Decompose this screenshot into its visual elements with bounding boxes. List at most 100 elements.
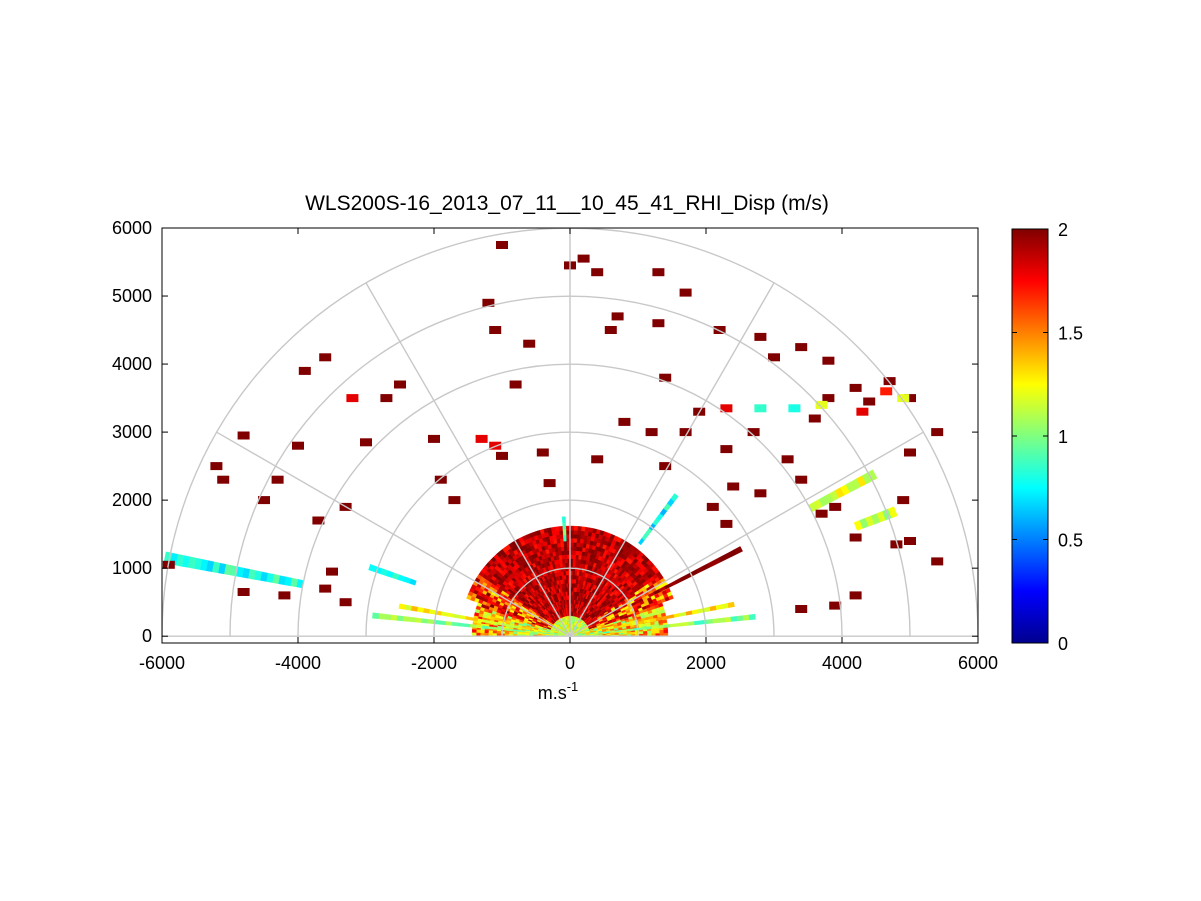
data-cell-scatter — [754, 489, 767, 498]
data-cell-scatter — [754, 404, 767, 413]
data-cell-feature — [404, 604, 412, 611]
data-cell-dense — [488, 630, 493, 634]
colorbar-tick-label: 2 — [1058, 220, 1068, 240]
x-tick-label: 2000 — [686, 653, 726, 673]
data-cell-scatter — [326, 567, 338, 576]
data-cell-scatter — [271, 475, 284, 484]
data-cell-scatter — [509, 380, 522, 389]
data-cell-scatter — [720, 404, 733, 413]
data-cell-scatter — [298, 366, 311, 375]
data-cell-feature — [645, 626, 653, 630]
data-cell-scatter — [768, 353, 780, 362]
data-cell-scatter — [237, 431, 250, 440]
data-cell-scatter — [536, 448, 549, 457]
data-cell-dense — [573, 525, 578, 531]
data-cell-dense — [508, 631, 514, 635]
data-cell-scatter — [795, 475, 808, 484]
data-cell-dense — [504, 631, 510, 635]
data-cell-dense — [471, 629, 477, 634]
data-cell-dense — [580, 526, 586, 532]
x-axis-ticks: -6000 -4000 -2000 0 2000 4000 6000 — [139, 228, 998, 673]
data-cell-feature — [736, 615, 744, 622]
data-cell-scatter — [543, 479, 556, 488]
data-cell-feature — [563, 534, 567, 542]
data-cell-scatter — [931, 557, 944, 566]
data-cell-dense — [554, 526, 560, 532]
data-cell-feature — [439, 620, 447, 626]
x-axis-label: m.s-1 — [538, 679, 579, 703]
data-cell-scatter — [523, 339, 536, 348]
data-cell-dense — [484, 629, 489, 634]
chart-title: WLS200S-16_2013_07_11__10_45_41_RHI_Disp… — [305, 192, 829, 215]
data-cell-scatter — [394, 380, 406, 389]
x-tick-label: -2000 — [411, 653, 457, 673]
data-cell-scatter — [591, 455, 604, 464]
data-cell-feature — [463, 623, 471, 628]
data-cell-feature — [410, 605, 418, 612]
data-cell-feature — [718, 617, 726, 623]
colorbar-ticks: 0 0.5 1 1.5 2 — [1012, 220, 1083, 654]
data-cell-dense — [466, 594, 472, 601]
data-cell-feature — [712, 618, 720, 624]
data-cell-dense — [572, 550, 577, 556]
data-cell-dense — [475, 629, 481, 634]
data-cell-feature — [372, 612, 380, 620]
data-cell-scatter — [822, 394, 835, 403]
data-cell-feature — [420, 618, 428, 624]
data-cell-dense — [573, 529, 578, 535]
data-cell-scatter — [679, 428, 692, 437]
data-layer — [162, 241, 944, 637]
data-cell-dense — [576, 530, 582, 536]
data-cell-scatter — [319, 353, 332, 362]
colorbar-tick-label: 0.5 — [1058, 531, 1083, 551]
data-cell-scatter — [706, 502, 719, 511]
data-cell-scatter — [931, 428, 944, 437]
data-cell-scatter — [849, 383, 862, 392]
data-cell-scatter — [754, 332, 767, 341]
data-cell-feature — [715, 604, 723, 611]
data-cell-feature — [378, 613, 386, 620]
data-cell-dense — [651, 629, 656, 634]
data-cell-scatter — [795, 343, 808, 352]
colorbar-gradient — [1011, 228, 1049, 644]
data-cell-dense — [492, 630, 497, 634]
colorbar: 0 0.5 1 1.5 2 — [1011, 220, 1083, 654]
y-tick-label: 2000 — [112, 490, 152, 510]
data-cell-scatter — [496, 451, 508, 460]
data-cell-scatter — [880, 387, 893, 396]
data-cell-feature — [451, 621, 459, 627]
colorbar-tick-label: 1.5 — [1058, 324, 1083, 344]
data-cell-scatter — [591, 268, 604, 277]
data-cell-dense — [579, 542, 584, 548]
data-cell-scatter — [815, 400, 828, 409]
azimuth-spoke — [569, 431, 924, 637]
data-cell-scatter — [258, 496, 270, 505]
data-cell-feature — [681, 621, 689, 627]
data-cell-scatter — [659, 373, 672, 382]
x-axis-label-base: m.s — [538, 683, 567, 703]
data-cell-dense — [563, 542, 568, 547]
y-axis-ticks: 0 1000 2000 3000 4000 5000 6000 — [112, 218, 978, 646]
data-cell-feature — [398, 603, 406, 610]
data-cell-scatter — [496, 241, 508, 249]
data-cell-feature — [368, 564, 377, 573]
data-cell-dense — [572, 562, 576, 568]
data-cell-feature — [422, 608, 430, 614]
data-cell-scatter — [863, 397, 876, 406]
y-tick-label: 6000 — [112, 218, 152, 238]
data-cell-scatter — [795, 605, 808, 613]
data-cell-dense — [563, 546, 568, 551]
data-cell-scatter — [720, 445, 733, 454]
data-cell-dense — [480, 629, 485, 634]
data-cell-feature — [396, 615, 404, 622]
data-cell-feature — [562, 522, 567, 530]
data-cell-scatter — [380, 394, 393, 403]
data-cell-scatter — [904, 448, 916, 457]
data-cell-dense — [576, 534, 581, 540]
data-cell-scatter — [781, 455, 794, 464]
data-cell-dense — [571, 574, 575, 580]
data-cell-scatter — [312, 516, 325, 525]
data-cell-dense — [584, 526, 590, 532]
data-cell-feature — [748, 613, 756, 621]
